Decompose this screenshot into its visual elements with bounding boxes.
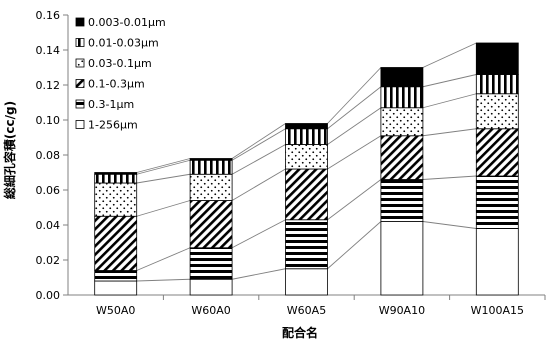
series-line-3: [422, 128, 477, 137]
y-tick-label: 0.14: [36, 44, 61, 57]
legend-swatch: [75, 38, 85, 47]
x-tick-label: W60A5: [287, 304, 326, 317]
bar-segment-1: [94, 280, 138, 296]
series-line-3: [231, 168, 286, 201]
bar-segment-4: [475, 93, 519, 130]
y-tick-label: 0.00: [36, 289, 61, 302]
x-axis-title: 配合名: [282, 325, 318, 340]
bar-segment-2: [189, 247, 233, 280]
y-tick-label: 0.02: [36, 254, 61, 267]
series-line-4: [136, 173, 191, 184]
series-line-2: [422, 175, 477, 180]
bar-segment-1: [380, 221, 424, 296]
series-line-6: [422, 42, 477, 68]
x-tick-label: W50A0: [96, 304, 135, 317]
series-line-6: [327, 67, 382, 124]
series-line-3: [327, 135, 382, 170]
legend-label: 0.003-0.01μm: [88, 16, 166, 29]
legend: 0.003-0.01μm 0.01-0.03μm 0.03-0.1μm 0.1-0.3…: [75, 16, 166, 132]
legend-swatch: [75, 79, 85, 88]
bar-segment-4: [94, 182, 138, 217]
bar-segment-5: [94, 173, 138, 184]
y-tick-label: 0.16: [36, 9, 61, 22]
x-tick-label: W90A10: [379, 304, 425, 317]
bar-segment-6: [189, 158, 233, 161]
series-line-5: [422, 74, 477, 88]
bar-segment-1: [189, 278, 233, 296]
bar-segment-2: [285, 219, 328, 270]
axes: 0.00 0.02 0.04 0.06 0.08 0.10 0.12 0.14 0.16 W50A…: [36, 9, 546, 317]
series-line-1: [232, 268, 286, 280]
bar-segment-6: [94, 172, 138, 175]
y-tick-label: 0.10: [36, 114, 61, 127]
bar-segment-1: [475, 228, 519, 296]
series-line-4: [231, 144, 286, 175]
legend-swatch: [75, 99, 85, 109]
legend-label: 0.03-0.1μm: [88, 57, 152, 70]
y-tick-label: 0.04: [36, 219, 61, 232]
series-line-1: [422, 221, 477, 229]
series-line-6: [231, 123, 286, 159]
bar-segment-4: [380, 107, 424, 137]
legend-swatch: [75, 120, 85, 129]
bar-segment-3: [285, 168, 328, 221]
series-line-4: [327, 107, 382, 145]
series-line-3: [136, 200, 191, 217]
y-axis-title: 総細孔容積(cc/g): [2, 101, 17, 199]
y-tick-label: 0.12: [36, 79, 61, 92]
series-line-2: [231, 219, 286, 249]
bar-segment-5: [475, 74, 519, 95]
series-line-2: [327, 179, 382, 221]
x-tick-label: W100A15: [471, 304, 524, 317]
bars: [94, 42, 519, 296]
x-tick-label: W60A0: [191, 304, 230, 317]
bar-segment-2: [94, 270, 138, 282]
legend-label: 0.01-0.03μm: [88, 37, 159, 50]
bar-segment-2: [475, 175, 519, 229]
series-line-5: [327, 86, 382, 130]
legend-swatch: [75, 17, 85, 27]
legend-swatch: [75, 58, 85, 68]
y-tick-label: 0.06: [36, 184, 61, 197]
series-line-1: [136, 278, 191, 282]
series-connector-lines: [136, 42, 477, 282]
y-tick-label: 0.08: [36, 149, 61, 162]
bar-segment-6: [285, 123, 328, 130]
bar-segment-3: [475, 128, 519, 177]
series-line-4: [422, 93, 477, 109]
bar-segment-5: [285, 128, 328, 145]
bar-segment-3: [94, 215, 138, 271]
series-line-2: [136, 247, 191, 271]
legend-label: 0.3-1μm: [88, 98, 134, 111]
bar-segment-2: [380, 179, 424, 222]
series-line-5: [231, 128, 286, 161]
legend-label: 1-256μm: [88, 119, 138, 132]
bar-segment-5: [189, 159, 233, 175]
bar-segment-5: [380, 86, 424, 109]
bar-segment-4: [189, 173, 233, 201]
series-line-6: [136, 158, 191, 173]
bar-segment-6: [380, 67, 424, 88]
series-line-5: [136, 159, 191, 175]
bar-segment-1: [285, 268, 328, 296]
bar-segment-6: [475, 42, 519, 75]
bar-segment-3: [380, 135, 424, 180]
legend-label: 0.1-0.3μm: [88, 78, 145, 91]
bar-segment-3: [189, 200, 233, 249]
series-line-1: [327, 221, 382, 270]
bar-segment-4: [285, 144, 328, 170]
